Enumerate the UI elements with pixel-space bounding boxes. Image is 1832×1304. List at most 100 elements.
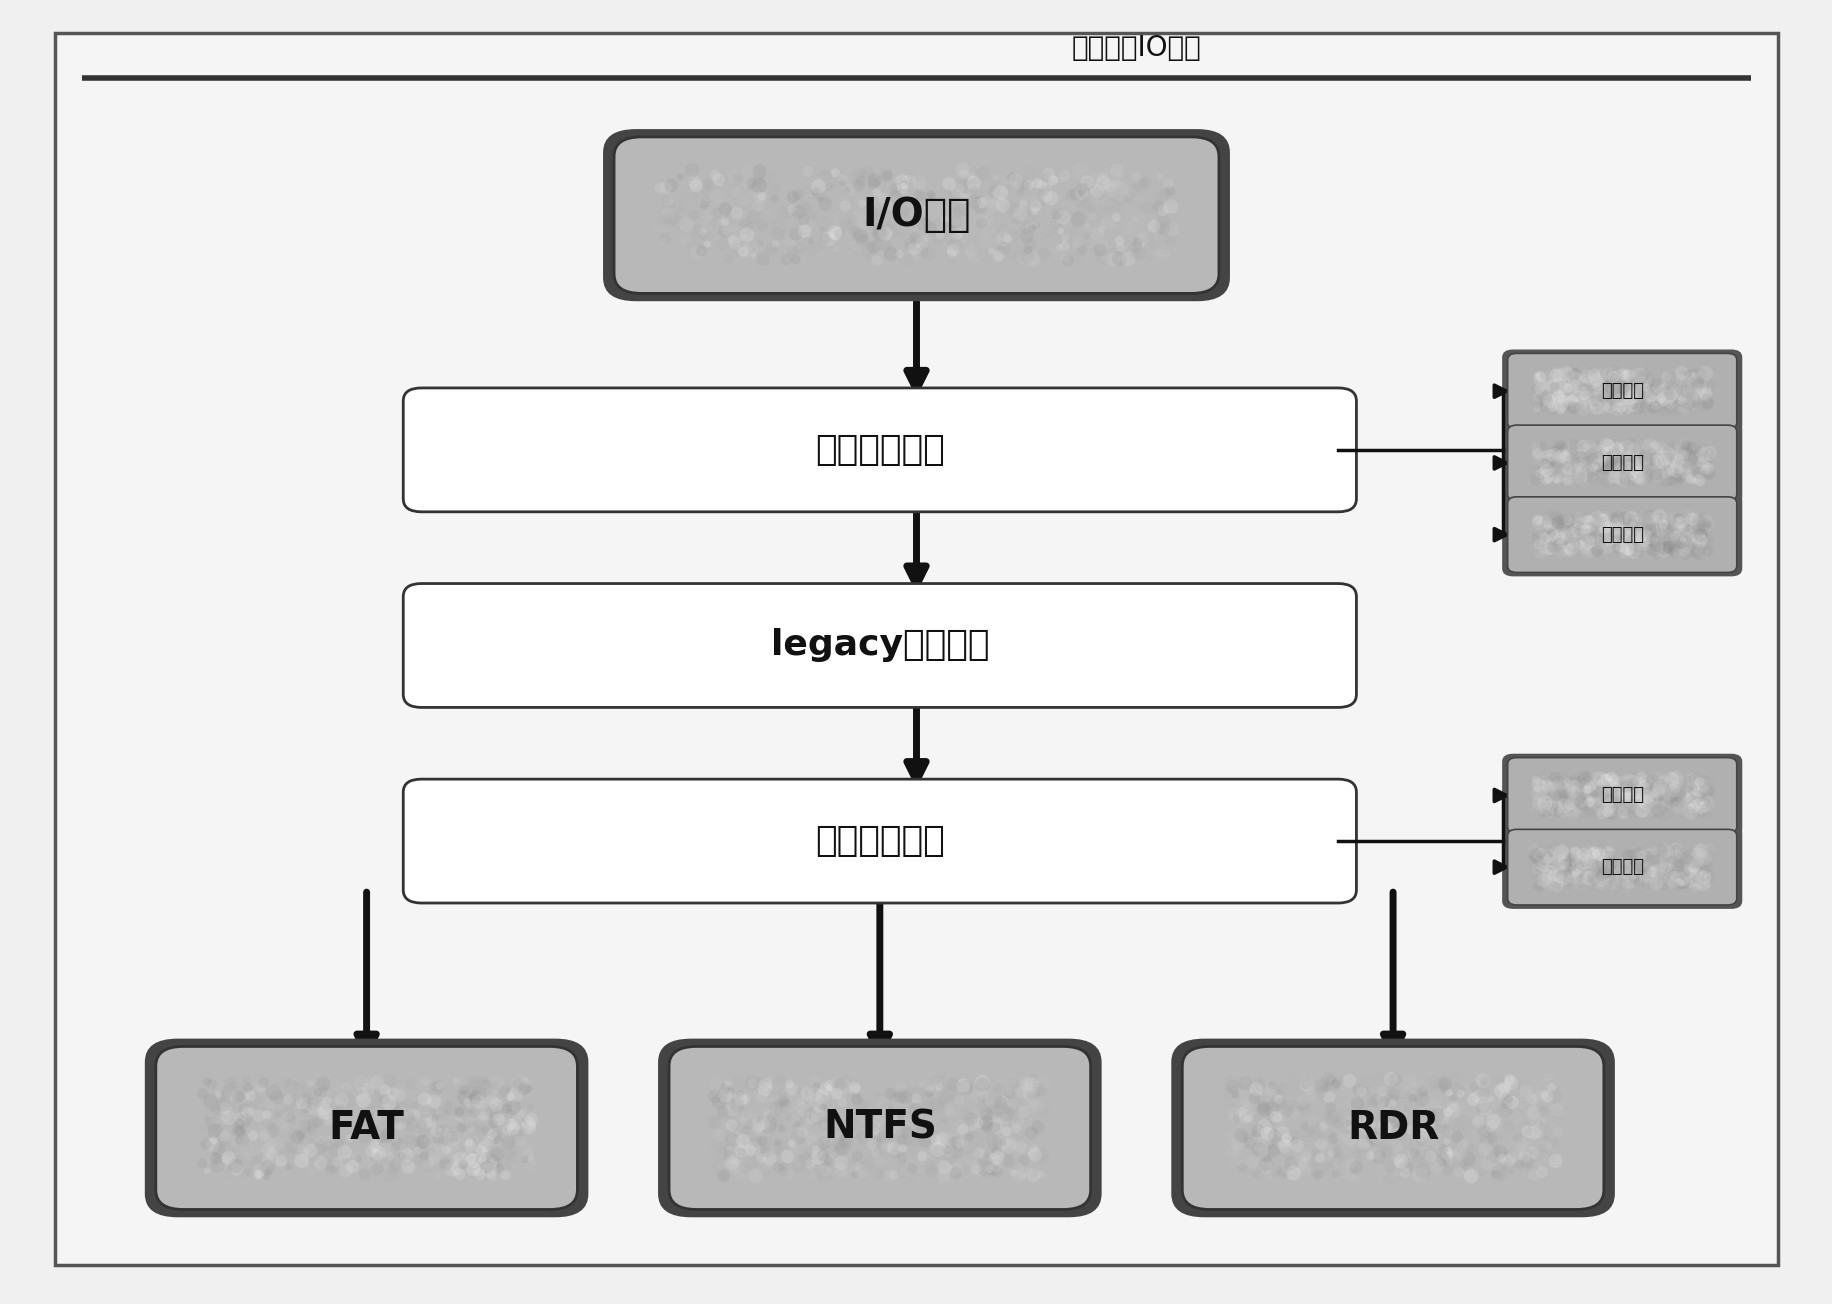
- Point: [1570, 852, 1599, 872]
- Point: [1689, 369, 1718, 390]
- Point: [1618, 773, 1647, 794]
- Point: [1543, 451, 1572, 472]
- Point: [1471, 1123, 1500, 1144]
- Point: [1535, 777, 1565, 798]
- Point: [1535, 793, 1565, 814]
- Point: [346, 1073, 376, 1094]
- Point: [1528, 1102, 1557, 1123]
- Point: [1577, 872, 1607, 893]
- Point: [702, 1082, 731, 1103]
- Point: [1585, 535, 1614, 556]
- Point: [735, 177, 764, 198]
- Point: [1689, 516, 1718, 537]
- Point: [1563, 784, 1592, 805]
- Point: [1618, 462, 1647, 482]
- Point: [1559, 799, 1588, 820]
- Point: [1649, 780, 1678, 801]
- Point: [300, 1112, 330, 1133]
- Point: [865, 1110, 894, 1131]
- Point: [1678, 798, 1707, 819]
- Point: [1524, 459, 1554, 480]
- Point: [495, 1086, 524, 1107]
- Point: [1544, 784, 1574, 805]
- Point: [817, 172, 846, 193]
- Point: [971, 1161, 1000, 1181]
- Point: [1649, 801, 1678, 822]
- Point: [976, 241, 1006, 262]
- Point: [1636, 507, 1665, 528]
- Point: [718, 166, 747, 186]
- Point: [714, 1145, 744, 1166]
- Point: [1599, 394, 1629, 415]
- Point: [1141, 230, 1171, 250]
- Point: [1671, 439, 1700, 460]
- Point: [1608, 775, 1638, 795]
- Text: RDR: RDR: [1347, 1108, 1438, 1148]
- Point: [1528, 870, 1557, 891]
- Point: [1576, 443, 1605, 464]
- Point: [1326, 1129, 1356, 1150]
- Point: [1610, 863, 1640, 884]
- Point: [1684, 868, 1713, 889]
- Point: [1385, 1124, 1414, 1145]
- Point: [251, 1164, 280, 1185]
- Point: [1660, 399, 1689, 420]
- Point: [1605, 792, 1634, 812]
- Point: [1524, 792, 1554, 812]
- Point: [1614, 768, 1643, 789]
- Point: [1535, 506, 1565, 527]
- Point: [870, 1164, 900, 1185]
- Point: [1636, 514, 1665, 535]
- Point: [709, 203, 738, 224]
- Point: [1607, 784, 1636, 805]
- Point: [192, 1071, 222, 1091]
- Point: [1632, 377, 1662, 398]
- Point: [1658, 872, 1687, 893]
- Point: [1643, 368, 1673, 389]
- Point: [702, 1111, 731, 1132]
- Point: [1548, 867, 1577, 888]
- Point: [1601, 455, 1630, 476]
- Point: [1663, 802, 1693, 823]
- Point: [1009, 1101, 1039, 1121]
- Point: [1618, 365, 1647, 386]
- Point: [733, 1128, 762, 1149]
- Point: [1522, 858, 1552, 879]
- Point: [491, 1157, 520, 1178]
- FancyBboxPatch shape: [145, 1038, 588, 1218]
- Point: [1625, 537, 1654, 558]
- Point: [867, 196, 896, 216]
- Point: [1524, 875, 1554, 896]
- Point: [330, 1076, 359, 1097]
- Point: [1398, 1088, 1427, 1108]
- Point: [1561, 365, 1590, 386]
- Point: [478, 1153, 507, 1174]
- Point: [1524, 842, 1554, 863]
- Point: [1684, 439, 1713, 460]
- Point: [1568, 445, 1598, 466]
- Point: [1634, 436, 1663, 456]
- Point: [1574, 845, 1603, 866]
- Point: [1537, 522, 1566, 542]
- Point: [1284, 1153, 1314, 1174]
- Point: [1654, 785, 1684, 806]
- Point: [1565, 790, 1594, 811]
- Point: [1599, 395, 1629, 416]
- Point: [848, 164, 878, 185]
- Point: [372, 1077, 401, 1098]
- Point: [667, 176, 696, 197]
- Point: [244, 1102, 273, 1123]
- Point: [1612, 365, 1641, 386]
- Point: [1585, 391, 1614, 412]
- Point: [1526, 522, 1555, 542]
- Point: [1550, 862, 1579, 883]
- Point: [755, 1150, 784, 1171]
- Point: [1682, 514, 1711, 535]
- Point: [1599, 541, 1629, 562]
- Point: [932, 215, 962, 236]
- Point: [451, 1080, 480, 1101]
- Point: [1598, 859, 1627, 880]
- Point: [714, 248, 744, 269]
- Point: [1565, 535, 1594, 556]
- Point: [852, 1124, 881, 1145]
